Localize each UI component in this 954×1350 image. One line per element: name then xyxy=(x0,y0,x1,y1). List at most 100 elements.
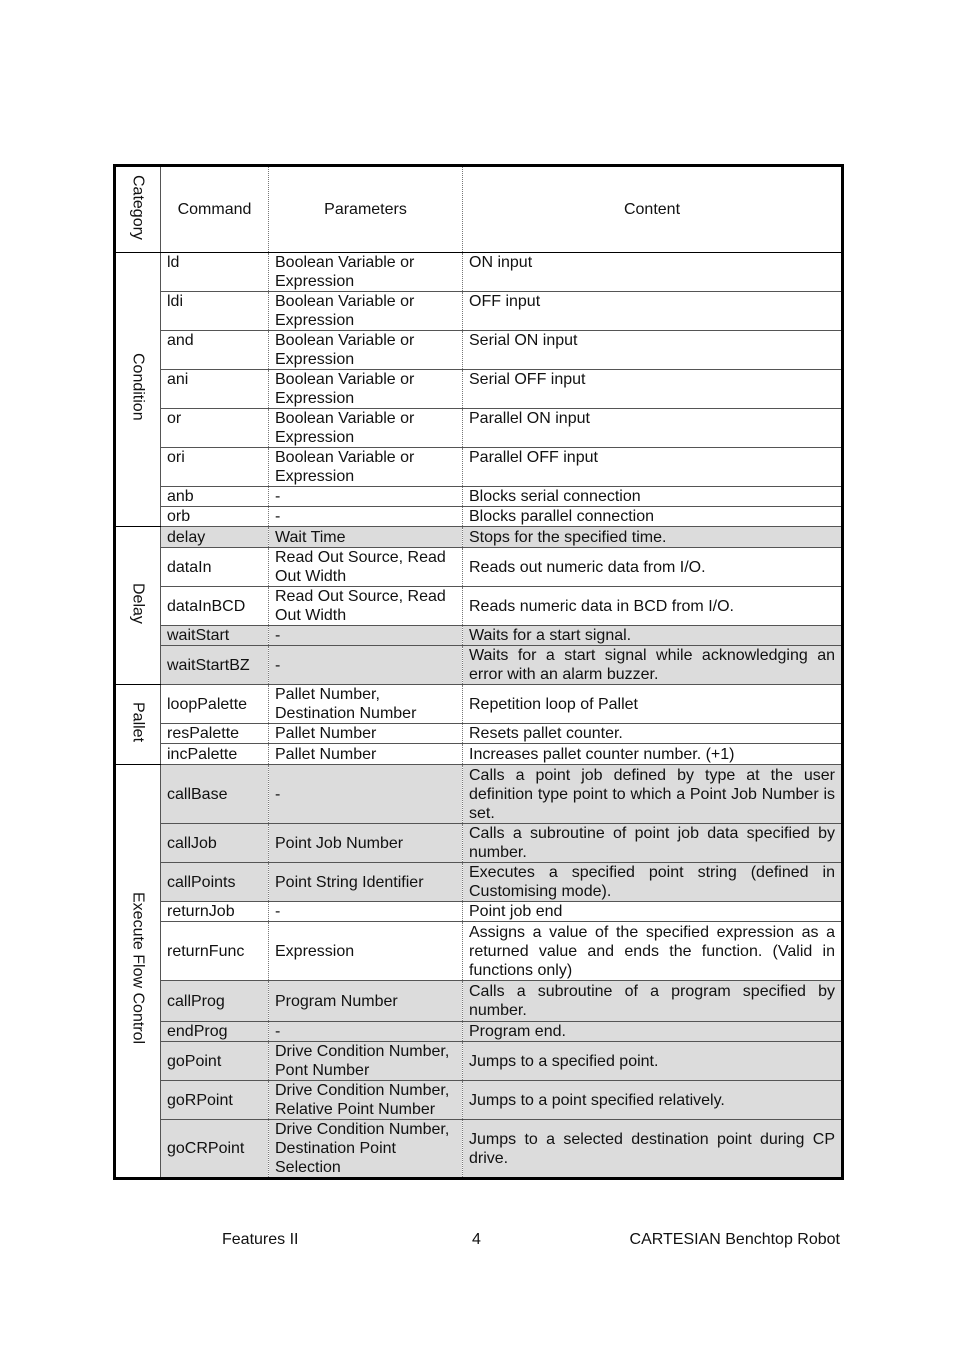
content-cell: Program end. xyxy=(462,1021,843,1042)
table-row: anb - Blocks serial connection xyxy=(115,486,843,507)
header-content: Content xyxy=(462,165,843,253)
parameters-cell: Drive Condition Number, Pont Number xyxy=(268,1041,463,1081)
command-cell: returnJob xyxy=(160,901,269,922)
category-label: Delay xyxy=(129,582,147,624)
table-row: Condition ld Boolean Variable or Expressio… xyxy=(114,252,843,527)
command-cell: resPalette xyxy=(160,723,269,744)
parameters-cell: Pallet Number xyxy=(268,743,463,765)
parameters-cell: Pallet Number xyxy=(268,723,463,744)
parameters-cell: - xyxy=(268,1021,463,1042)
content-cell: Increases pallet counter number. (+1) xyxy=(462,743,843,765)
table-row: returnFunc Expression Assigns a value of t… xyxy=(115,921,843,981)
content-cell: Waits for a start signal while acknowled… xyxy=(462,645,843,685)
table-row: ldi Boolean Variable or Expression OFF inp… xyxy=(115,291,843,331)
content-cell: Assigns a value of the specified express… xyxy=(462,921,843,981)
header-category: Category xyxy=(114,165,161,253)
table-row: dataInBCD Read Out Source, Read Out Width… xyxy=(115,586,843,626)
table-row: dataIn Read Out Source, Read Out Width Rea… xyxy=(115,547,843,587)
table-row: goPoint Drive Condition Number, Pont Numb… xyxy=(115,1041,843,1081)
content-cell: Calls a point job defined by type at the… xyxy=(462,764,843,824)
header-row: Category Command Parameters Content xyxy=(114,165,843,253)
command-cell: ani xyxy=(160,369,269,409)
content-cell: Jumps to a selected destination point du… xyxy=(462,1119,843,1179)
command-cell: goCRPoint xyxy=(160,1119,269,1179)
footer-section: Features II xyxy=(222,1231,299,1248)
command-table: Category Command Parameters Content Cond… xyxy=(113,164,844,1180)
parameters-cell: Boolean Variable or Expression xyxy=(268,252,463,292)
command-cell: endProg xyxy=(160,1021,269,1042)
content-cell: Reads numeric data in BCD from I/O. xyxy=(462,586,843,626)
command-cell: dataInBCD xyxy=(160,586,269,626)
command-cell: goRPoint xyxy=(160,1080,269,1120)
command-cell: waitStartBZ xyxy=(160,645,269,685)
parameters-cell: Wait Time xyxy=(268,526,463,548)
table-row: endProg - Program end. xyxy=(115,1021,843,1042)
parameters-cell: Program Number xyxy=(268,980,463,1022)
command-cell: returnFunc xyxy=(160,921,269,981)
table-row: callJob Point Job Number Calls a subroutin… xyxy=(115,823,843,863)
command-cell: delay xyxy=(160,526,269,548)
content-cell: Executes a specified point string (defin… xyxy=(462,862,843,902)
content-cell: Repetition loop of Pallet xyxy=(462,684,843,724)
command-cell: ori xyxy=(160,447,269,487)
footer-title: CARTESIAN Benchtop Robot xyxy=(629,1231,840,1248)
content-cell: Parallel ON input xyxy=(462,408,843,448)
content-cell: Serial ON input xyxy=(462,330,843,370)
parameters-cell: Boolean Variable or Expression xyxy=(268,330,463,370)
header-parameters: Parameters xyxy=(268,165,463,253)
table-row: or Boolean Variable or Expression Parallel… xyxy=(115,408,843,448)
content-cell: Jumps to a point specified relatively. xyxy=(462,1080,843,1120)
table-row: Pallet loopPalette Pallet Number, Destinat… xyxy=(114,684,843,765)
content-cell: Blocks parallel connection xyxy=(462,506,843,527)
parameters-cell: Expression xyxy=(268,921,463,981)
table-row: ani Boolean Variable or Expression Serial … xyxy=(115,369,843,409)
content-cell: Resets pallet counter. xyxy=(462,723,843,744)
command-cell: waitStart xyxy=(160,625,269,646)
command-cell: anb xyxy=(160,486,269,507)
table-row: incPalette Pallet Number Increases pallet … xyxy=(115,743,843,765)
category-cell: Pallet xyxy=(114,684,161,765)
parameters-cell: - xyxy=(268,506,463,527)
parameters-cell: Read Out Source, Read Out Width xyxy=(268,586,463,626)
content-cell: Calls a subroutine of a program specifie… xyxy=(462,980,843,1022)
command-cell: callPoints xyxy=(160,862,269,902)
command-cell: ldi xyxy=(160,291,269,331)
parameters-cell: Point String Identifier xyxy=(268,862,463,902)
content-cell: Parallel OFF input xyxy=(462,447,843,487)
table-row: callPoints Point String Identifier Execute… xyxy=(115,862,843,902)
command-cell: orb xyxy=(160,506,269,527)
command-cell: callJob xyxy=(160,823,269,863)
content-cell: Waits for a start signal. xyxy=(462,625,843,646)
command-cell: or xyxy=(160,408,269,448)
command-cell: incPalette xyxy=(160,743,269,765)
content-cell: OFF input xyxy=(462,291,843,331)
command-cell: and xyxy=(160,330,269,370)
category-label: Pallet xyxy=(129,701,147,743)
parameters-cell: - xyxy=(268,486,463,507)
parameters-cell: Boolean Variable or Expression xyxy=(268,408,463,448)
table-row: returnJob - Point job end xyxy=(115,901,843,922)
table-row: and Boolean Variable or Expression Serial … xyxy=(115,330,843,370)
content-cell: Stops for the specified time. xyxy=(462,526,843,548)
header-command: Command xyxy=(160,165,269,253)
table-row: goCRPoint Drive Condition Number, Destina… xyxy=(115,1119,843,1179)
table-row: resPalette Pallet Number Resets pallet cou… xyxy=(115,723,843,744)
parameters-cell: Read Out Source, Read Out Width xyxy=(268,547,463,587)
content-cell: Point job end xyxy=(462,901,843,922)
content-cell: Calls a subroutine of point job data spe… xyxy=(462,823,843,863)
command-cell: callProg xyxy=(160,980,269,1022)
command-cell: goPoint xyxy=(160,1041,269,1081)
content-cell: ON input xyxy=(462,252,843,292)
content-cell: Jumps to a specified point. xyxy=(462,1041,843,1081)
table-row: Delay delay Wait Time Stops for the specifi… xyxy=(114,526,843,685)
table-row: waitStartBZ - Waits for a start signal whi… xyxy=(115,645,843,685)
category-cell: Execute Flow Control xyxy=(114,764,161,1179)
category-label: Condition xyxy=(129,353,147,421)
parameters-cell: - xyxy=(268,764,463,824)
table-row: ori Boolean Variable or Expression Paralle… xyxy=(115,447,843,487)
command-cell: ld xyxy=(160,252,269,292)
table-row: waitStart - Waits for a start signal. xyxy=(115,625,843,646)
category-cell: Condition xyxy=(114,252,161,527)
command-cell: dataIn xyxy=(160,547,269,587)
parameters-cell: - xyxy=(268,645,463,685)
